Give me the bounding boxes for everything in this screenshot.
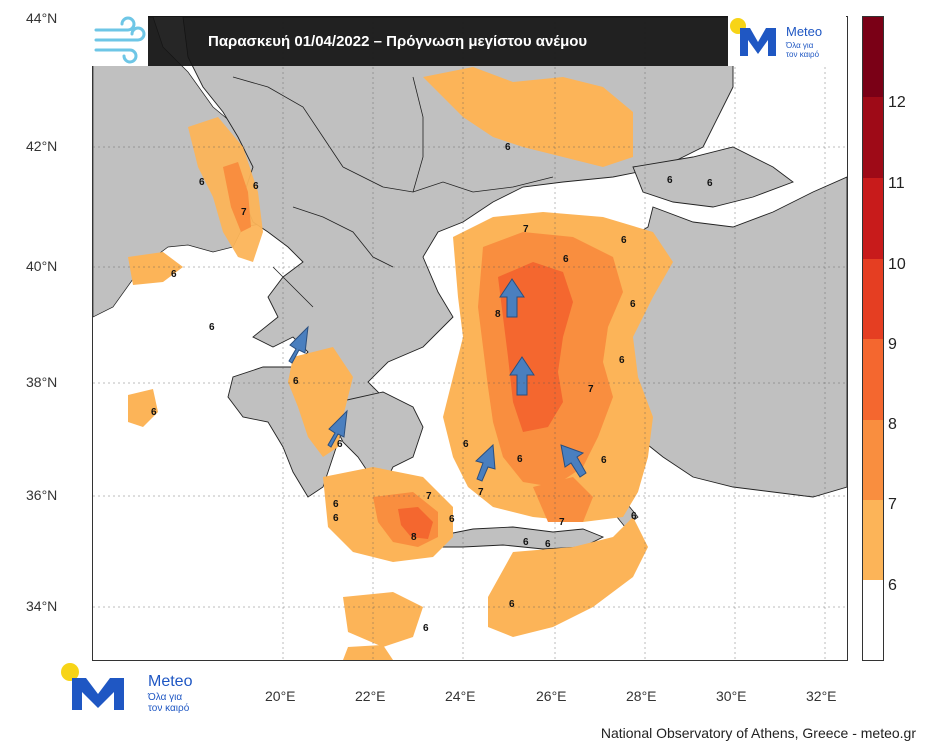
contour-label: 6 [517,454,523,465]
meteo-logo-top[interactable]: Meteo Όλα για τον καιρό [728,16,846,66]
lat-label: 40°N [26,258,58,274]
contour-label: 6 [171,269,177,280]
colorbar-label: 7 [888,496,897,513]
contour-label: 6 [505,142,511,153]
lon-label: 28°E [626,688,657,704]
lon-label: 30°E [716,688,747,704]
contour-label: 8 [411,532,417,543]
contour-label: 6 [667,175,673,186]
contour-label: 6 [631,511,637,522]
contour-label: 6 [337,439,343,450]
wind-arrow-icon [499,278,525,318]
contour-label: 6 [423,623,429,634]
logo-brand: Meteo [148,673,193,690]
wind-contours [128,67,673,660]
colorbar-label: 11 [888,175,905,192]
contour-label: 6 [509,599,515,610]
forecast-title: Παρασκευή 01/04/2022 – Πρόγνωση μεγίστου… [148,16,728,66]
contour-label: 7 [241,207,247,218]
lon-label: 26°E [536,688,567,704]
zone-7-dodecanese [533,477,593,522]
footer-credit: National Observatory of Athens, Greece -… [600,725,916,741]
zone-6-italy-sw [128,252,183,285]
colorbar-label: 8 [888,416,897,433]
wind-arrow-icon [475,443,496,482]
contour-label: 6 [630,299,636,310]
contour-label: 6 [333,499,339,510]
lat-label: 42°N [26,138,58,154]
contour-label: 6 [253,181,259,192]
logo-tagline-2: τον καιρό [148,702,190,714]
contour-labels: 6 6 7 6 6 6 7 7 6 6 6 6 6 6 6 6 8 6 6 6 … [151,142,713,634]
contour-label: 6 [333,513,339,524]
meteo-logo-bottom[interactable]: Meteo Όλα για τον καιρό [60,662,210,714]
land-thrace [632,146,794,208]
lat-label: 44°N [26,10,58,26]
colorbar-label: 6 [888,577,897,594]
logo-tagline-1: Όλα για [147,692,182,703]
contour-label: 6 [619,355,625,366]
colorbar-segment [863,500,883,580]
wind-arrow-icon [327,409,348,448]
gridlines [93,17,847,660]
logo-brand: Meteo [786,24,822,39]
contour-label: 6 [463,439,469,450]
colorbar-segment [863,420,883,500]
colorbar-segment [863,259,883,339]
contour-label: 6 [449,514,455,525]
zone-6-bottom [343,645,393,660]
contour-label: 6 [621,235,627,246]
colorbar-label: 9 [888,336,897,353]
wind-arrow-icon [509,356,535,396]
colorbar-segment [863,580,883,660]
wind-arrow-icon [288,325,309,364]
wind-icon [92,16,148,66]
contour-label: 6 [601,455,607,466]
colorbar [862,16,884,661]
map-area: 6 6 7 6 6 6 7 7 6 6 6 6 6 6 6 6 8 6 6 6 … [92,16,848,661]
lon-label: 20°E [265,688,296,704]
colorbar-segment [863,97,883,178]
title-text: Παρασκευή 01/04/2022 – Πρόγνωση μεγίστου… [208,32,588,50]
contour-label: 7 [559,517,565,528]
zone-8-crete-sea [398,507,433,539]
contour-label: 6 [563,254,569,265]
contour-label: 6 [545,539,551,550]
contour-label: 8 [495,309,501,320]
contour-label: 6 [523,537,529,548]
contour-label: 7 [523,224,529,235]
colorbar-segment [863,339,883,420]
contour-label: 6 [293,376,299,387]
contour-label: 7 [478,487,484,498]
wind-arrow-icon [560,444,587,478]
zone-6-southwest-blob [343,592,423,647]
lon-label: 32°E [806,688,837,704]
colorbar-label: 10 [888,256,906,273]
lat-label: 36°N [26,487,58,503]
lon-label: 22°E [355,688,386,704]
contour-label: 6 [209,322,215,333]
sun-icon [61,663,79,681]
colorbar-segment [863,17,883,97]
contour-label: 7 [588,384,594,395]
zone-6-north-bulgaria [423,67,633,167]
forecast-map: 6 6 7 6 6 6 7 7 6 6 6 6 6 6 6 6 8 6 6 6 … [93,17,847,660]
contour-label: 7 [426,491,432,502]
wind-arrows [288,278,587,482]
contour-label: 6 [199,177,205,188]
m-logo-icon [72,678,124,710]
lat-label: 34°N [26,598,58,614]
zone-7-adriatic-core [223,162,251,232]
zone-6-sea-ionian [128,389,158,427]
lon-label: 24°E [445,688,476,704]
contour-label: 6 [151,407,157,418]
country-borders [232,76,554,308]
lat-label: 38°N [26,374,58,390]
colorbar-label: 12 [888,94,906,111]
contour-label: 6 [707,178,713,189]
colorbar-segment [863,178,883,259]
m-logo-icon [740,28,776,56]
logo-tagline-2: τον καιρό [786,50,820,59]
logo-tagline-1: Όλα για [785,41,814,50]
